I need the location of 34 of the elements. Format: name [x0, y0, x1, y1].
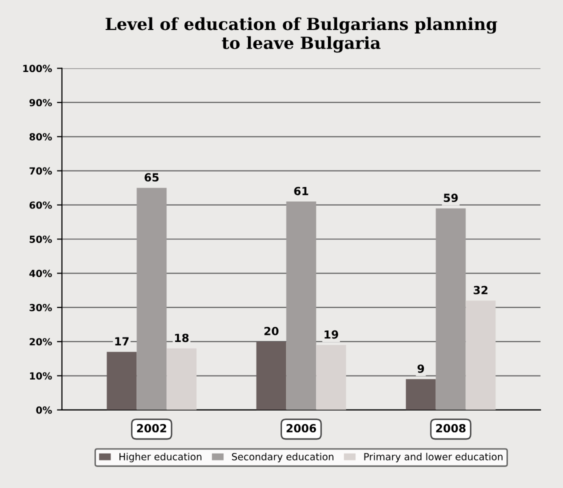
data-label: 32: [474, 286, 488, 294]
data-label: 20: [264, 326, 278, 336]
bar: [316, 345, 346, 410]
y-tick-label: 70%: [30, 167, 52, 175]
bar: [166, 348, 197, 410]
data-label: 18: [175, 334, 189, 342]
data-label: 61: [294, 186, 308, 196]
y-tick-label: 50%: [30, 236, 52, 243]
data-label: 17: [115, 337, 129, 346]
x-tick-label: 2008: [436, 424, 466, 432]
chart-title: Level of education of Bulgarians planning to leave Bulgaria: [106, 17, 498, 53]
legend-label: Secondary education: [232, 452, 334, 462]
y-tick-label: 20%: [30, 338, 52, 346]
legend-label: Primary and lower education: [364, 452, 502, 462]
data-label: 65: [144, 173, 159, 182]
x-tick-label: 2006: [286, 424, 316, 432]
y-tick-label: 80%: [30, 133, 52, 140]
data-label: 9: [418, 364, 424, 373]
data-label: 59: [444, 194, 458, 202]
data-label: 19: [324, 330, 338, 339]
bar: [136, 188, 167, 410]
bar: [286, 202, 316, 410]
legend-label: Higher education: [120, 452, 202, 462]
y-tick-label: 60%: [30, 201, 52, 209]
bar: [466, 300, 496, 410]
bar: [406, 379, 436, 410]
y-tick-label: 10%: [30, 372, 52, 380]
y-tick-label: 30%: [30, 304, 52, 312]
y-tick-label: 40%: [29, 270, 52, 278]
bar: [436, 208, 466, 410]
y-tick-label: 90%: [29, 98, 52, 106]
y-tick-label: 0%: [36, 406, 52, 414]
x-tick-label: 2002: [137, 424, 166, 432]
y-tick-label: 100%: [23, 64, 52, 72]
